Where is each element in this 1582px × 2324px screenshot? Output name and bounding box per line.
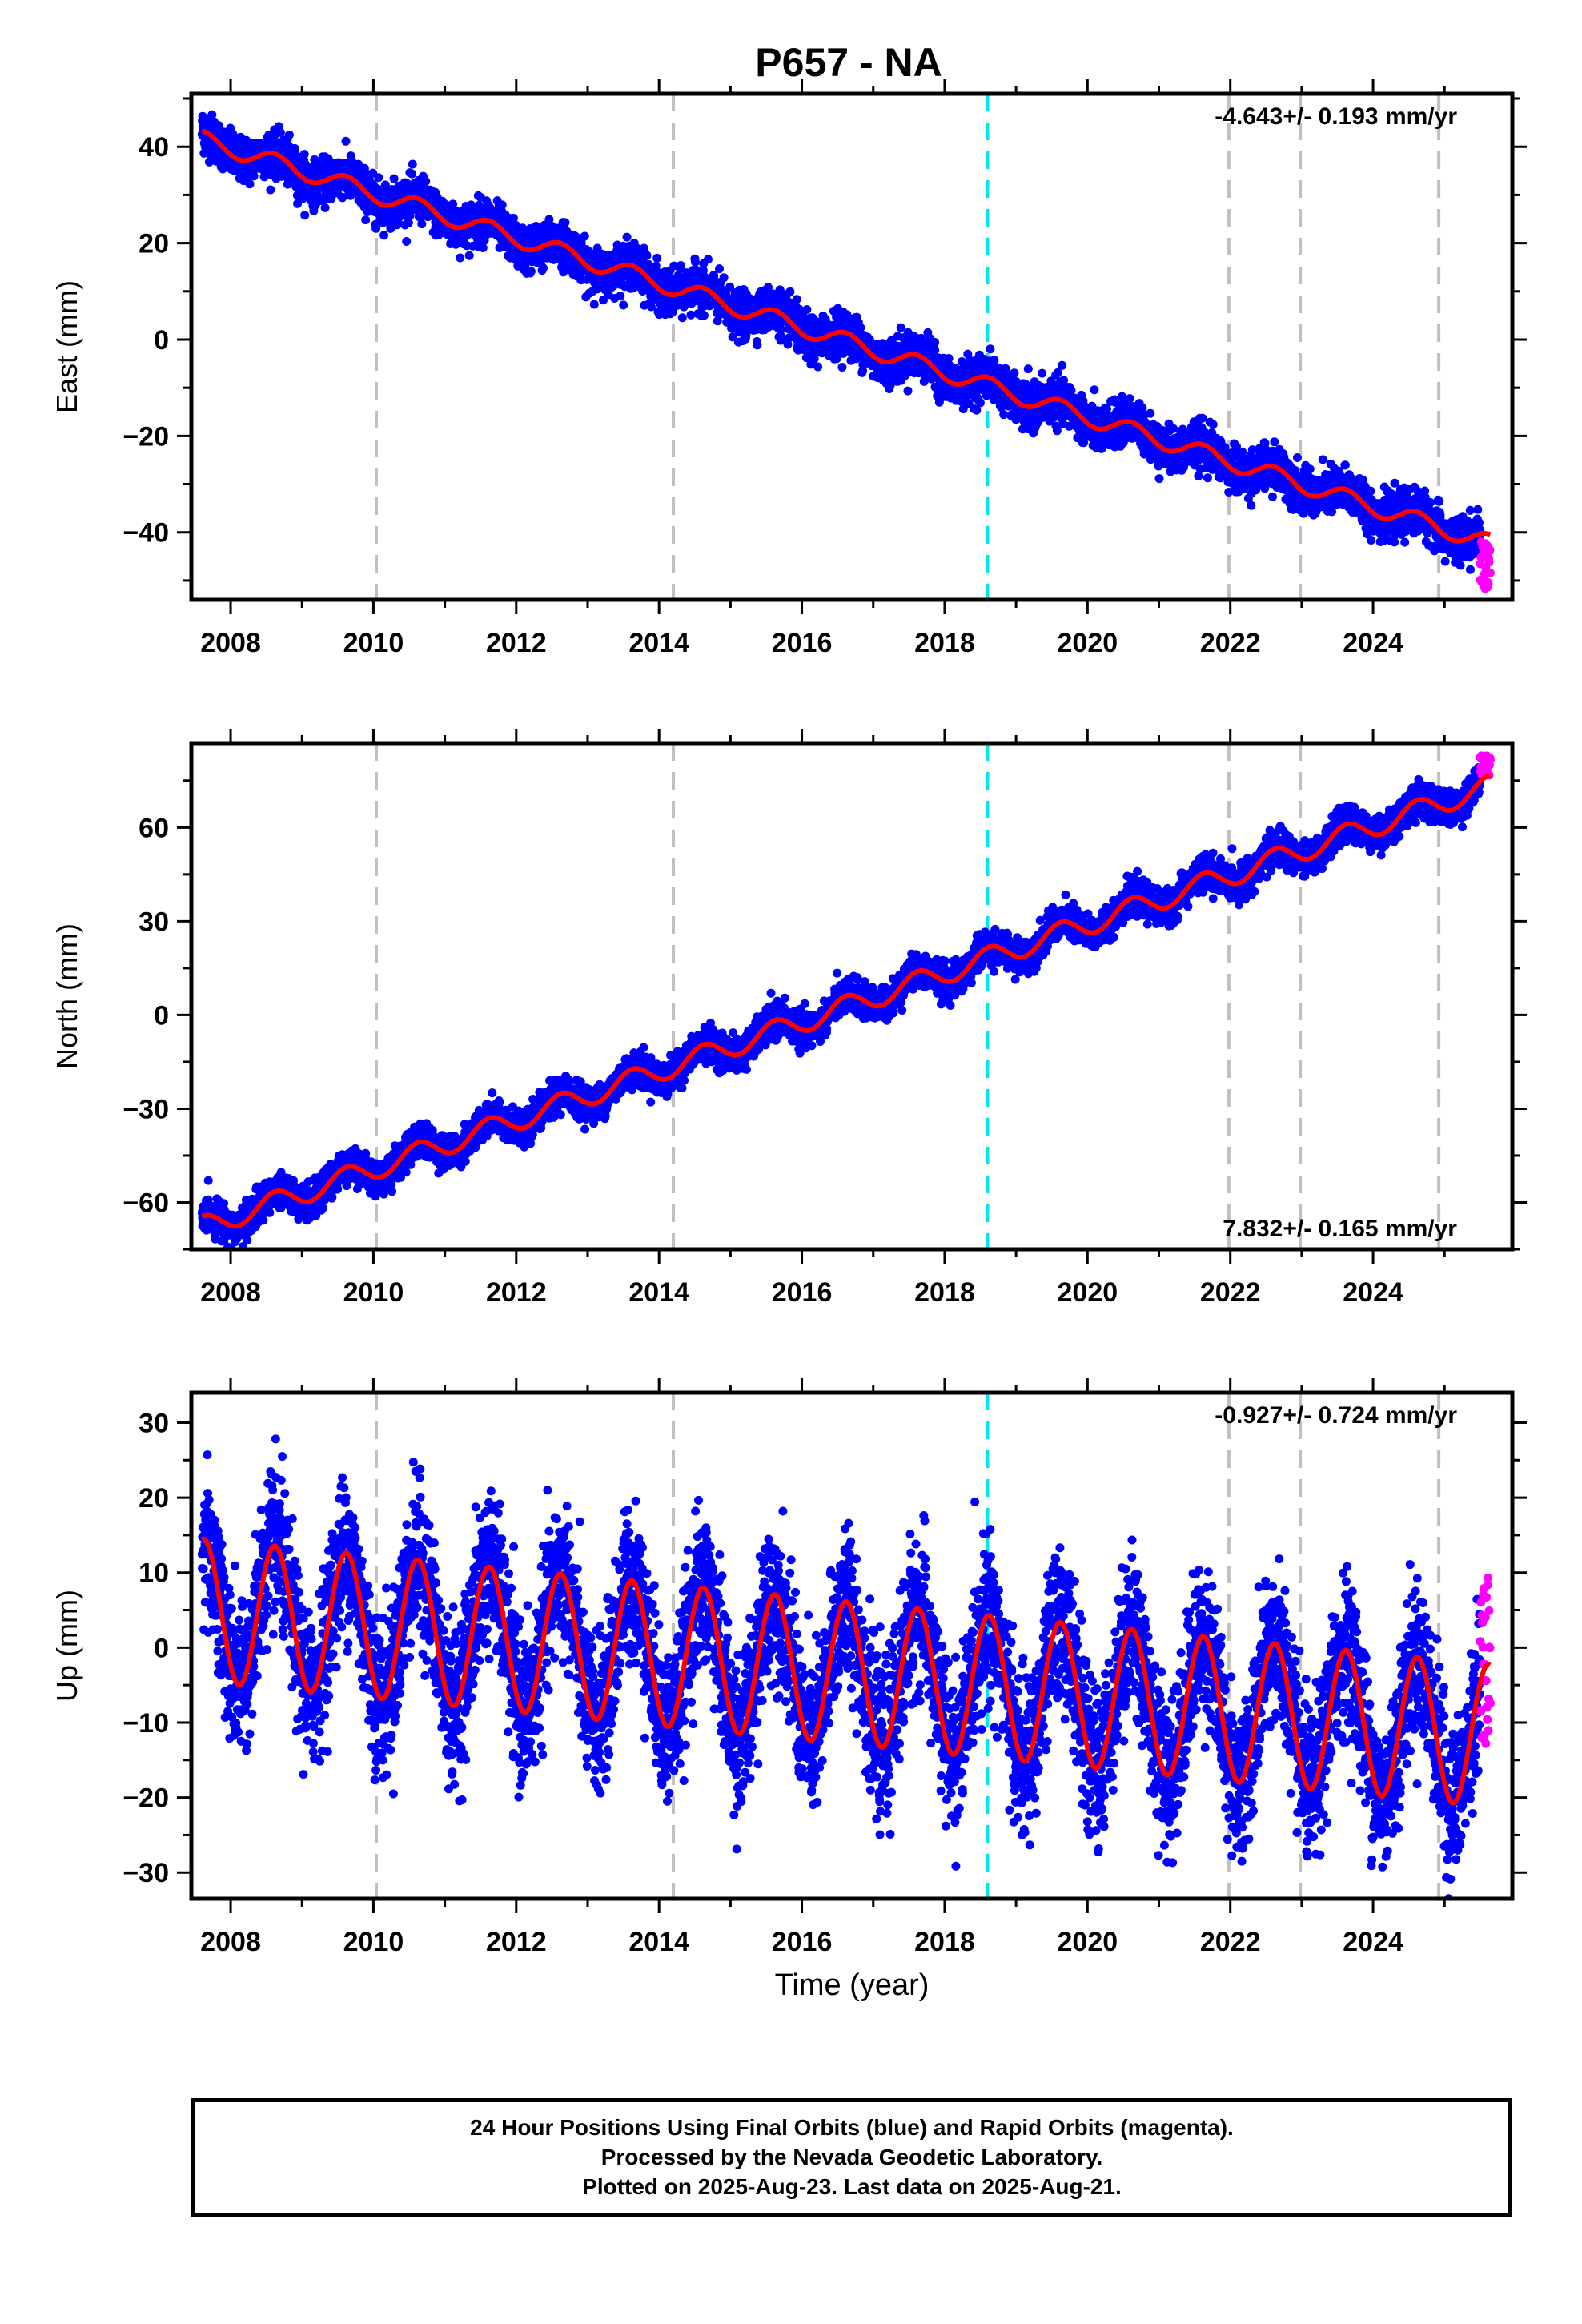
data-point — [228, 130, 238, 139]
data-point — [539, 263, 548, 273]
data-point — [300, 211, 310, 220]
data-point — [526, 267, 536, 276]
data-point — [1169, 424, 1178, 433]
data-point — [207, 110, 217, 119]
data-point — [360, 168, 370, 178]
data-point — [1059, 376, 1068, 385]
chart-title: P657 - NA — [755, 40, 942, 85]
data-point — [1138, 403, 1147, 412]
data-point — [408, 159, 417, 169]
data-point — [1023, 364, 1033, 374]
data-point — [249, 171, 259, 181]
data-point — [619, 300, 628, 310]
data-point — [389, 174, 399, 183]
data-point — [361, 215, 371, 225]
data-point — [497, 200, 507, 210]
data-point — [676, 261, 685, 270]
data-point — [1052, 426, 1062, 436]
data-point — [464, 251, 474, 260]
data-point — [320, 203, 330, 212]
data-point — [677, 313, 687, 323]
data-point — [792, 295, 801, 304]
data-point — [719, 273, 729, 283]
data-point — [622, 232, 632, 242]
data-point — [1146, 408, 1155, 418]
data-point — [813, 362, 823, 372]
data-point — [589, 300, 599, 309]
data-point — [652, 253, 662, 263]
data-point — [975, 398, 985, 408]
data-point — [448, 199, 458, 209]
data-point — [1058, 360, 1067, 370]
data-point — [704, 255, 713, 264]
data-point — [478, 243, 488, 252]
data-point — [642, 251, 652, 260]
data-point — [421, 177, 431, 186]
data-point — [371, 223, 381, 233]
data-point — [402, 237, 412, 246]
data-point — [930, 337, 939, 347]
data-point — [1090, 385, 1099, 395]
data-point — [245, 179, 255, 189]
data-point — [1154, 474, 1164, 484]
data-point — [374, 173, 383, 183]
data-point — [837, 363, 847, 372]
data-point — [753, 340, 762, 350]
data-point — [379, 231, 389, 240]
data-point — [338, 193, 347, 203]
data-point — [1097, 444, 1106, 453]
data-point — [1038, 368, 1047, 378]
data-point — [417, 219, 427, 229]
data-point — [990, 356, 999, 365]
data-point — [1010, 368, 1019, 378]
data-point — [986, 344, 995, 354]
data-point — [690, 257, 700, 267]
data-point — [284, 130, 294, 139]
final-orbit-points — [197, 110, 1485, 574]
data-point — [930, 346, 940, 355]
data-point — [404, 218, 413, 227]
data-point — [405, 211, 415, 220]
data-point — [204, 157, 214, 167]
data-point — [1125, 394, 1134, 404]
data-point — [903, 386, 913, 396]
data-point — [341, 136, 351, 146]
data-point — [408, 169, 417, 179]
data-point — [266, 185, 275, 195]
data-point — [616, 292, 625, 301]
data-point — [299, 150, 309, 159]
data-point — [896, 323, 905, 332]
data-point — [785, 287, 795, 296]
data-point — [456, 253, 465, 263]
data-point — [560, 218, 570, 227]
data-point — [580, 231, 589, 241]
data-point — [802, 305, 812, 314]
data-point — [715, 264, 724, 274]
panel-east: 2008 2010 2012 2014 2016 2018 2020 2022 2024−40−… — [50, 79, 1527, 658]
data-point — [699, 311, 709, 320]
data-point — [275, 127, 285, 137]
